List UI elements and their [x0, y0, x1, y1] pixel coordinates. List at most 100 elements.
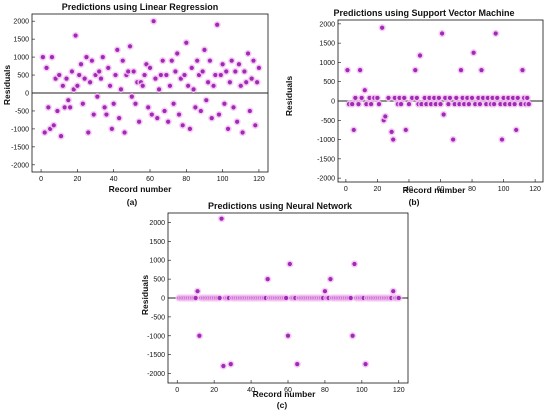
data-point [175, 51, 180, 56]
y-tick-label: 500 [323, 79, 335, 86]
y-tick-label: 1000 [13, 55, 29, 62]
x-tick-label: 60 [437, 186, 445, 193]
panel-label: (c) [277, 400, 288, 410]
data-point [40, 54, 45, 60]
svm-residual-plot: Predictions using Support Vector Machine… [284, 8, 544, 207]
y-tick-label: -1500 [147, 352, 165, 359]
data-point [253, 123, 258, 128]
x-tick-label: 60 [284, 387, 292, 394]
x-tick-label: 0 [344, 186, 348, 193]
data-point [397, 95, 402, 101]
data-point [406, 101, 412, 107]
data-point [189, 65, 194, 70]
data-point [200, 69, 205, 74]
data-point [197, 333, 202, 338]
data-point [328, 277, 333, 282]
data-point [436, 95, 442, 101]
data-point [77, 72, 82, 78]
data-point [375, 95, 380, 101]
y-tick-label: 0 [331, 99, 335, 106]
data-point [196, 72, 202, 78]
data-point [477, 101, 483, 107]
data-point [42, 130, 47, 135]
data-point [98, 76, 104, 81]
data-point [422, 95, 427, 101]
data-point [493, 31, 498, 36]
data-point [233, 69, 238, 74]
data-point [389, 129, 394, 134]
data-point [113, 72, 118, 78]
x-tick-label: 0 [175, 387, 179, 394]
data-point [115, 47, 120, 53]
panel-label: (a) [127, 197, 138, 207]
data-point [207, 58, 213, 63]
data-point [49, 54, 55, 60]
data-point [492, 101, 497, 107]
y-tick-label: -2000 [11, 162, 29, 169]
x-axis-label: Record number [109, 184, 173, 194]
data-point [71, 87, 76, 92]
data-point [376, 101, 382, 107]
data-point [191, 87, 196, 92]
data-point [414, 95, 419, 101]
data-point [236, 62, 242, 67]
data-point [193, 295, 198, 301]
data-point [353, 95, 358, 101]
y-tick-label: 1000 [319, 60, 335, 67]
linear-regression-residual-plot: Predictions using Linear Regression Reco… [2, 2, 269, 207]
data-point [351, 127, 356, 133]
data-point [176, 112, 182, 117]
data-point [107, 83, 113, 88]
data-point [362, 88, 367, 93]
x-axis-label: Record number [253, 389, 317, 399]
data-point [111, 101, 116, 106]
data-point [195, 289, 200, 294]
data-point [506, 95, 511, 101]
data-point [169, 58, 174, 63]
y-tick-label: -500 [151, 314, 165, 321]
data-point [155, 116, 160, 121]
y-tick-label: 1500 [319, 41, 335, 48]
data-point [383, 114, 388, 119]
x-tick-label: 120 [529, 186, 541, 193]
data-point [473, 101, 478, 107]
data-point [57, 72, 62, 78]
data-point [439, 31, 445, 36]
data-point [419, 101, 424, 107]
data-point [503, 101, 508, 107]
data-point [410, 95, 415, 101]
data-point [510, 95, 516, 101]
data-point [498, 101, 503, 107]
data-point [227, 80, 232, 85]
data-point [433, 101, 438, 107]
data-point [218, 72, 223, 78]
data-point [133, 101, 138, 106]
data-point [80, 101, 85, 106]
data-point [367, 95, 372, 101]
data-point [93, 72, 98, 78]
data-point [144, 62, 149, 67]
data-point [215, 22, 220, 27]
data-point [117, 116, 122, 121]
data-point [285, 333, 291, 338]
data-point [427, 95, 432, 101]
y-tick-label: 2000 [149, 220, 165, 227]
data-point [402, 95, 407, 101]
data-point [247, 108, 252, 114]
data-point [69, 69, 75, 74]
data-point [391, 137, 396, 142]
data-point [48, 126, 53, 132]
data-point [392, 95, 397, 101]
data-point [466, 101, 471, 107]
y-tick-label: 1500 [13, 37, 29, 44]
data-point [104, 112, 109, 117]
data-point [244, 80, 249, 85]
neural-network-residual-plot: Predictions using Neural Network Record … [140, 201, 409, 410]
data-point [454, 95, 459, 101]
data-point [469, 95, 475, 101]
y-tick-label: 500 [17, 73, 29, 80]
data-point [451, 137, 456, 142]
data-point [229, 58, 234, 63]
chart-title: Predictions using Neural Network [208, 201, 353, 211]
data-point [60, 83, 65, 88]
